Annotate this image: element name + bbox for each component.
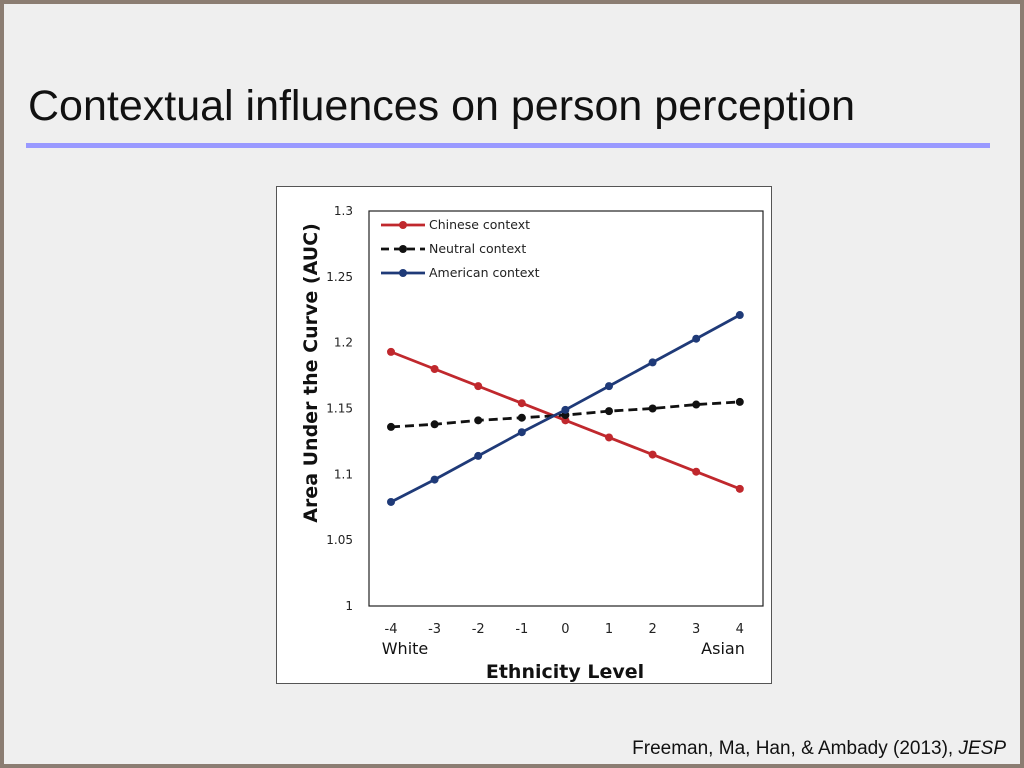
data-point bbox=[735, 311, 744, 320]
y-tick-label: 1.25 bbox=[326, 270, 353, 284]
citation: Freeman, Ma, Han, & Ambady (2013), JESP bbox=[632, 738, 1006, 760]
data-point bbox=[692, 334, 701, 343]
data-point bbox=[517, 413, 526, 422]
x-tick-label: 3 bbox=[692, 622, 700, 637]
data-point bbox=[474, 416, 483, 425]
data-point bbox=[517, 428, 526, 437]
data-point bbox=[648, 450, 657, 459]
data-point bbox=[474, 382, 483, 391]
data-point bbox=[692, 400, 701, 409]
citation-authors: Freeman, Ma, Han, & Ambady (2013), bbox=[632, 738, 959, 759]
x-tick-label: -1 bbox=[515, 622, 528, 637]
x-tick-label: -2 bbox=[472, 622, 485, 637]
data-point bbox=[387, 422, 395, 431]
data-point bbox=[430, 420, 439, 429]
data-point bbox=[474, 451, 483, 460]
data-point bbox=[430, 365, 439, 373]
x-tick-label: -3 bbox=[428, 622, 441, 637]
x-tick-label: -4 bbox=[385, 622, 398, 637]
legend-label: American context bbox=[429, 265, 540, 280]
legend-swatch-marker bbox=[399, 245, 407, 253]
data-point bbox=[735, 397, 744, 406]
x-axis-label: Ethnicity Level bbox=[486, 661, 644, 683]
y-tick-label: 1.2 bbox=[334, 336, 353, 350]
y-tick-label: 1.1 bbox=[334, 467, 353, 481]
data-point bbox=[605, 433, 613, 442]
x-tick-label: 1 bbox=[605, 622, 613, 637]
data-point bbox=[517, 399, 526, 408]
y-tick-label: 1.15 bbox=[326, 402, 353, 416]
x-tick-label: 0 bbox=[561, 622, 569, 637]
x-end-label-right: Asian bbox=[701, 639, 745, 658]
data-point bbox=[387, 347, 395, 356]
citation-journal: JESP bbox=[958, 738, 1006, 759]
data-point bbox=[692, 467, 701, 476]
line-chart: 1 1.05 1.1 1.15 1.2 1.25 1.3 -4 -3 -2 -1 0 1 2 3 4 Chine… bbox=[300, 204, 764, 683]
data-point bbox=[561, 405, 570, 414]
y-axis-label: Area Under the Curve (AUC) bbox=[300, 223, 322, 523]
data-point bbox=[430, 475, 439, 484]
chart-frame: 1 1.05 1.1 1.15 1.2 1.25 1.3 -4 -3 -2 -1 0 1 2 3 4 Chine… bbox=[276, 186, 772, 684]
data-point bbox=[648, 404, 657, 413]
data-point bbox=[605, 382, 613, 391]
y-tick-label: 1.3 bbox=[334, 204, 353, 218]
data-point bbox=[605, 407, 613, 416]
y-tick-label: 1 bbox=[345, 599, 353, 613]
legend-label: Chinese context bbox=[429, 217, 530, 232]
title-underline bbox=[26, 143, 990, 148]
data-point bbox=[387, 497, 395, 506]
y-tick-label: 1.05 bbox=[326, 533, 353, 547]
slide-title: Contextual influences on person percepti… bbox=[28, 82, 856, 130]
x-tick-label: 2 bbox=[648, 622, 656, 637]
x-tick-label: 4 bbox=[736, 622, 744, 637]
legend-label: Neutral context bbox=[429, 241, 526, 256]
plot-border bbox=[368, 210, 764, 607]
legend-swatch-marker bbox=[399, 269, 407, 277]
legend-swatch-marker bbox=[399, 221, 407, 229]
data-point bbox=[735, 484, 744, 493]
x-end-label-left: White bbox=[382, 639, 429, 658]
slide: Contextual influences on person percepti… bbox=[4, 4, 1020, 764]
data-point bbox=[648, 358, 657, 367]
